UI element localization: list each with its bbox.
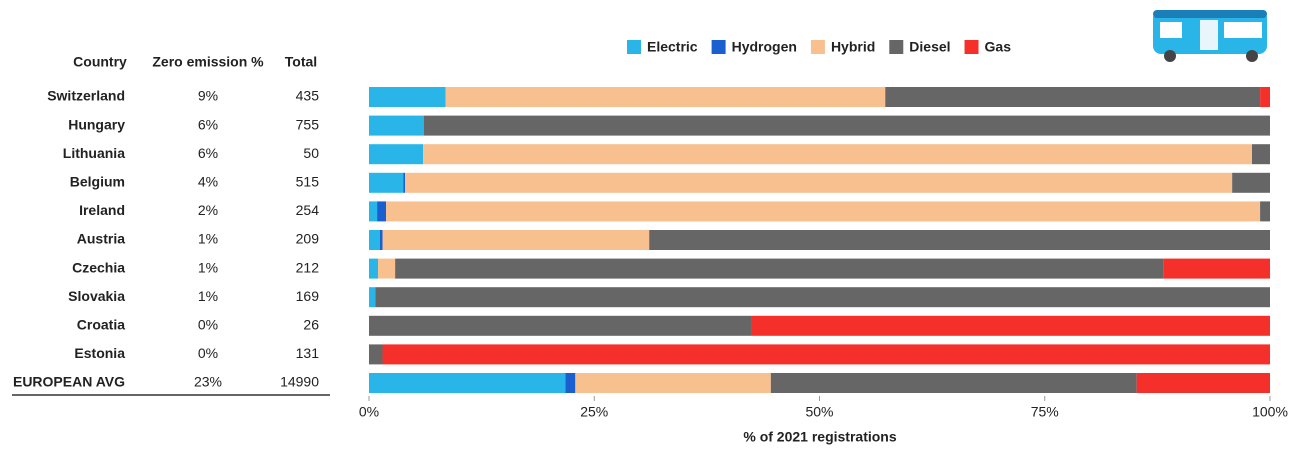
total-label: 26 (303, 317, 319, 333)
bar-segment (377, 201, 387, 222)
zero-emission-label: 9% (198, 88, 218, 104)
bar-segment (382, 344, 1270, 365)
column-header: Total (285, 54, 317, 70)
zero-emission-label: 6% (198, 116, 218, 132)
bar-segment (369, 287, 376, 308)
zero-emission-label: 23% (194, 374, 222, 390)
bar-segment (379, 230, 383, 250)
column-header: Zero emission % (152, 54, 264, 70)
bar-segment (1163, 258, 1270, 279)
bar-segment (403, 172, 406, 193)
legend-swatch (810, 40, 825, 54)
bar-segment (770, 373, 1137, 393)
legend-label: Diesel (909, 39, 950, 55)
bar-segment (1251, 144, 1270, 165)
bar-segment (369, 115, 424, 136)
x-tick-label: 50% (805, 404, 833, 420)
zero-emission-label: 0% (198, 345, 218, 361)
legend-swatch (889, 40, 904, 54)
total-label: 209 (296, 231, 320, 247)
total-label: 169 (296, 288, 320, 304)
bar-segment (386, 201, 1261, 222)
zero-emission-label: 4% (198, 174, 218, 190)
column-header: Country (73, 54, 127, 70)
zero-emission-label: 6% (198, 145, 218, 161)
bar-segment (382, 230, 650, 250)
country-label: Belgium (70, 174, 125, 190)
zero-emission-label: 1% (198, 259, 218, 275)
bar-segment (369, 87, 446, 107)
total-label: 515 (296, 174, 320, 190)
bar-segment (369, 344, 383, 365)
legend-label: Gas (985, 39, 1012, 55)
bar-segment (1260, 201, 1270, 222)
legend-swatch (964, 40, 979, 54)
total-label: 435 (296, 88, 320, 104)
bar-segment (405, 172, 1233, 193)
bar-segment (649, 230, 1270, 250)
zero-emission-label: 2% (198, 202, 218, 218)
bar-segment (423, 144, 1252, 165)
bar-segment (369, 144, 424, 165)
total-label: 14990 (280, 374, 319, 390)
legend-label: Hydrogen (732, 39, 797, 55)
country-label: Austria (77, 231, 125, 247)
legend-swatch (627, 40, 641, 54)
zero-emission-label: 1% (198, 231, 218, 247)
bar-segment (395, 258, 1164, 279)
bar-segment (885, 87, 1261, 107)
legend-label: Electric (647, 39, 698, 55)
x-tick-label: 75% (1031, 404, 1059, 420)
bar-segment (445, 87, 886, 107)
total-label: 755 (296, 116, 320, 132)
bar-segment (1136, 373, 1270, 393)
country-label: Croatia (77, 317, 125, 333)
country-label: Lithuania (63, 145, 125, 161)
country-label: Estonia (74, 345, 125, 361)
total-label: 50 (303, 145, 319, 161)
zero-emission-label: 1% (198, 288, 218, 304)
bar-segment (369, 315, 752, 336)
country-label: EUROPEAN AVG (13, 374, 125, 390)
bus-icon (1153, 10, 1267, 62)
legend-label: Hybrid (831, 39, 875, 55)
bar-segment (369, 230, 380, 250)
legend-swatch (711, 40, 726, 54)
bar-segment (575, 373, 771, 393)
bar-segment (1232, 172, 1270, 193)
country-label: Czechia (72, 259, 125, 275)
country-label: Slovakia (68, 288, 125, 304)
x-tick-label: 0% (359, 404, 379, 420)
x-axis-title: % of 2021 registrations (743, 429, 896, 445)
x-tick-label: 100% (1252, 404, 1288, 420)
bar-segment (565, 373, 576, 393)
bar-segment (375, 287, 1270, 308)
bar-segment (369, 201, 378, 222)
x-tick-label: 25% (580, 404, 608, 420)
country-label: Switzerland (47, 88, 125, 104)
bar-segment (1260, 87, 1270, 107)
total-label: 254 (296, 202, 320, 218)
total-label: 212 (296, 259, 320, 275)
bar-segment (369, 258, 379, 279)
country-label: Ireland (79, 202, 125, 218)
bar-segment (423, 115, 1270, 136)
bar-segment (369, 172, 404, 193)
bar-segment (369, 373, 566, 393)
bar-segment (378, 258, 396, 279)
bar-segment (751, 315, 1270, 336)
total-label: 131 (296, 345, 320, 361)
zero-emission-label: 0% (198, 317, 218, 333)
country-label: Hungary (68, 116, 125, 132)
